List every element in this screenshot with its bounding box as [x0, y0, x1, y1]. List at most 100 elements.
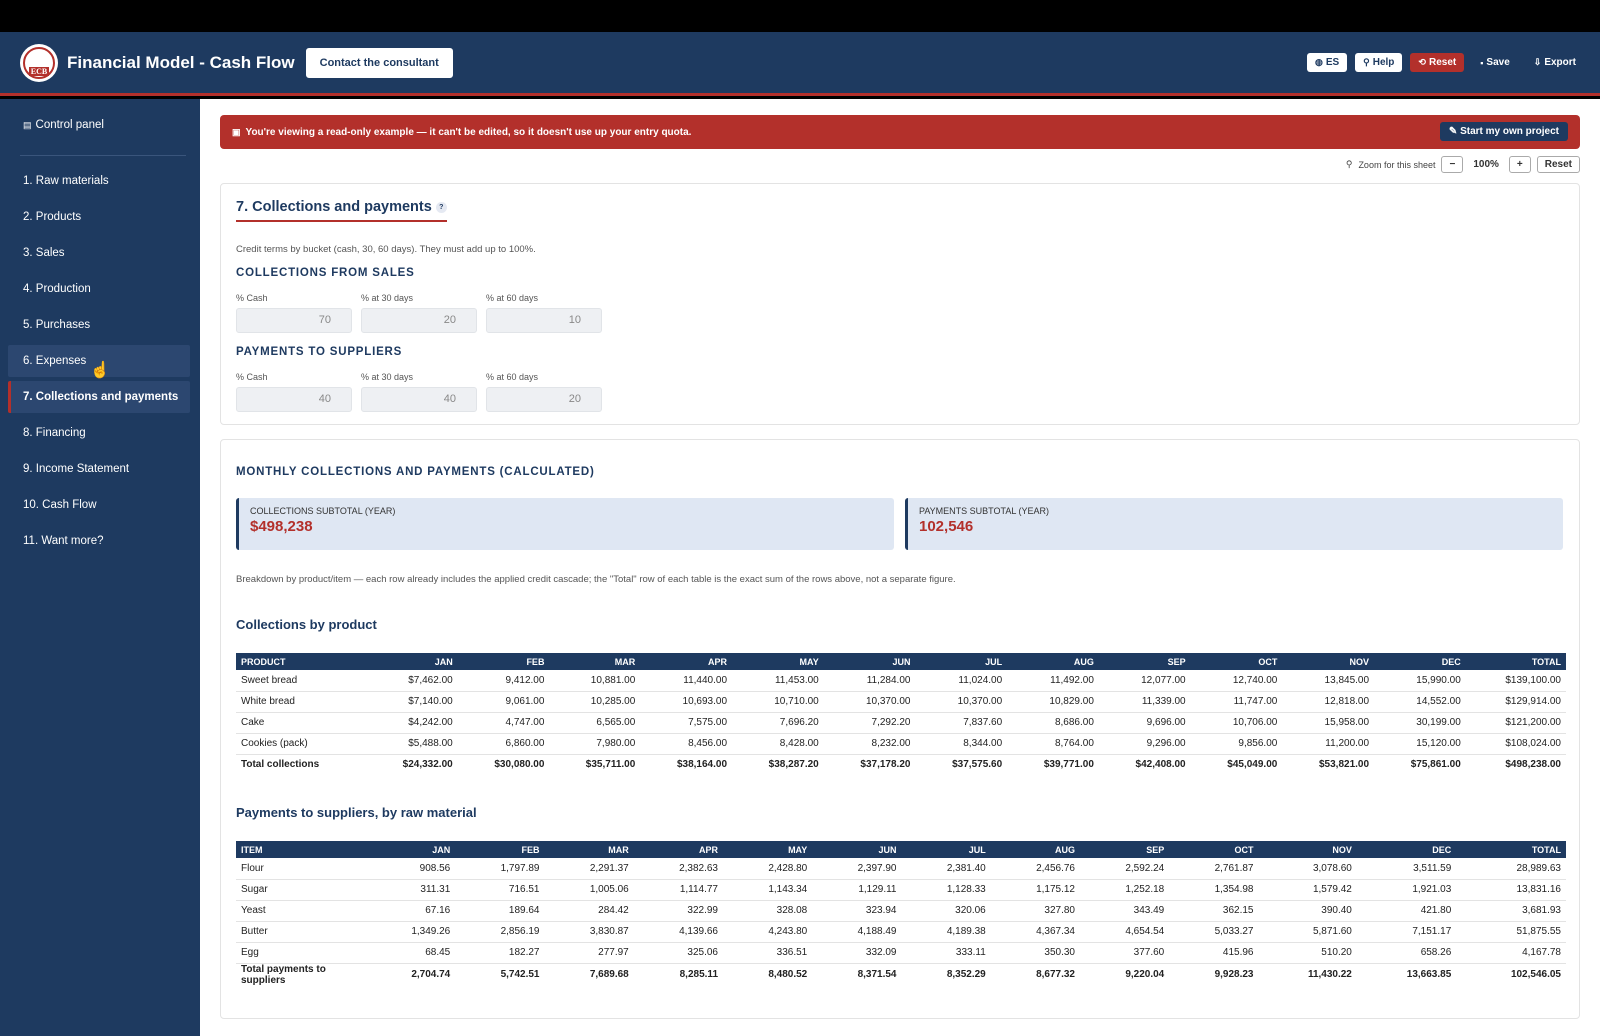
- zoom-reset-button[interactable]: Reset: [1536, 156, 1580, 173]
- table-cell: 10,370.00: [915, 691, 1008, 713]
- table-cell: 5,033.27: [1169, 921, 1259, 943]
- table-cell: 1,921.03: [1356, 879, 1457, 901]
- total-cell: 9,928.23: [1169, 962, 1259, 986]
- total-label: Total payments to suppliers: [236, 962, 366, 986]
- table-cell: 333.11: [901, 942, 991, 964]
- table-cell: 362.15: [1169, 900, 1259, 922]
- column-header: NOV: [1282, 653, 1375, 670]
- table-cell: 1,143.34: [723, 879, 813, 901]
- search-icon: ⚲: [1363, 57, 1370, 67]
- zoom-out-button[interactable]: −: [1441, 156, 1464, 173]
- table-row: White bread $7,140.00 9,061.00 10,285.00 10,…: [236, 691, 1566, 713]
- sidebar-item-cash-flow[interactable]: 10. Cash Flow: [23, 499, 97, 511]
- table-cell: 11,747.00: [1190, 691, 1283, 713]
- payments-30-field[interactable]: 40: [361, 387, 477, 412]
- table-cell: 9,296.00: [1098, 733, 1191, 755]
- table-cell: 189.64: [455, 900, 545, 922]
- help-button[interactable]: ⚲ Help: [1355, 53, 1403, 72]
- row-label: Egg: [236, 942, 366, 964]
- column-header: ITEM: [236, 841, 366, 858]
- table-cell: 2,761.87: [1169, 858, 1259, 880]
- table-cell: 28,989.63: [1456, 858, 1566, 880]
- save-button[interactable]: ▪ Save: [1472, 53, 1518, 72]
- page-title: 7. Collections and payments?: [236, 199, 447, 222]
- total-cell: $38,287.20: [732, 753, 824, 775]
- total-cell: $35,711.00: [549, 753, 641, 775]
- table-cell: 9,412.00: [457, 670, 550, 692]
- column-header: TOTAL: [1456, 841, 1566, 858]
- total-cell: 9,220.04: [1080, 962, 1170, 986]
- reset-button[interactable]: ⟲ Reset: [1410, 53, 1465, 72]
- sidebar-item-purchases[interactable]: 5. Purchases: [23, 319, 91, 331]
- table-cell: 11,339.00: [1098, 691, 1191, 713]
- lock-icon: ▣: [232, 126, 241, 137]
- control-panel-icon: ▤: [23, 119, 32, 130]
- total-cell: 8,285.11: [633, 962, 723, 986]
- sidebar-item-collections-payments[interactable]: 7. Collections and payments: [8, 381, 190, 413]
- table-cell: 1,005.06: [544, 879, 634, 901]
- column-header: MAR: [544, 841, 634, 858]
- page-title-text: 7. Collections and payments: [236, 199, 432, 215]
- table-cell: 277.97: [544, 942, 634, 964]
- table-cell: 415.96: [1169, 942, 1259, 964]
- table-cell: 1,175.12: [990, 879, 1080, 901]
- table-cell: 5,871.60: [1258, 921, 1357, 943]
- sidebar-item-products[interactable]: 2. Products: [23, 211, 82, 223]
- table-cell: 8,428.00: [732, 733, 824, 755]
- total-cell: 8,677.32: [990, 962, 1080, 986]
- table-cell: 311.31: [366, 879, 456, 901]
- total-cell: $37,178.20: [823, 753, 916, 775]
- row-label: Cake: [236, 712, 366, 734]
- table-cell: 421.80: [1356, 900, 1457, 922]
- zoom-in-button[interactable]: +: [1508, 156, 1531, 173]
- sidebar-item-expenses[interactable]: 6. Expenses: [8, 345, 190, 377]
- column-header: JUN: [823, 653, 916, 670]
- column-header: SEP: [1080, 841, 1170, 858]
- column-header: JUL: [901, 841, 991, 858]
- sidebar-item-want-more[interactable]: 11. Want more?: [23, 535, 104, 547]
- export-button[interactable]: ⇩ Export: [1526, 53, 1584, 72]
- payments-cash-field[interactable]: 40: [236, 387, 352, 412]
- collections-table-title: Collections by product: [236, 617, 377, 632]
- table-cell: 11,440.00: [640, 670, 733, 692]
- header-actions: ◍ ES ⚲ Help ⟲ Reset ▪ Save ⇩ Export: [1306, 53, 1584, 72]
- column-header: FEB: [457, 653, 550, 670]
- table-cell: 8,232.00: [823, 733, 916, 755]
- collections-table-header: PRODUCT JAN FEB MAR APR MAY JUN JUL AUG SEP OCT NOV…: [236, 653, 1566, 670]
- start-project-button[interactable]: ✎ Start my own project: [1439, 122, 1568, 141]
- table-cell: 8,344.00: [915, 733, 1008, 755]
- collections-60-field[interactable]: 10: [486, 308, 602, 333]
- sidebar-item-income-statement[interactable]: 9. Income Statement: [23, 463, 130, 475]
- collections-30-field[interactable]: 20: [361, 308, 477, 333]
- total-cell: $498,238.00: [1465, 753, 1566, 775]
- help-icon[interactable]: ?: [435, 201, 447, 213]
- table-cell: 350.30: [990, 942, 1080, 964]
- column-header: DEC: [1356, 841, 1457, 858]
- payments-60-field[interactable]: 20: [486, 387, 602, 412]
- zoom-label: Zoom for this sheet: [1358, 159, 1436, 170]
- collections-30-label: % at 30 days: [361, 293, 414, 303]
- payments-60-label: % at 60 days: [486, 372, 539, 382]
- payments-table-header: ITEM JAN FEB MAR APR MAY JUN JUL AUG SEP OCT NOV DEC…: [236, 841, 1566, 858]
- app-logo[interactable]: ECB: [20, 43, 58, 82]
- table-cell: 10,285.00: [549, 691, 641, 713]
- payments-subtotal-label: PAYMENTS SUBTOTAL (YEAR): [919, 506, 1050, 516]
- sidebar-item-raw-materials[interactable]: 1. Raw materials: [23, 175, 109, 187]
- total-cell: $30,080.00: [457, 753, 550, 775]
- collections-60-label: % at 60 days: [486, 293, 539, 303]
- contact-consultant-button[interactable]: Contact the consultant: [305, 47, 453, 78]
- table-cell: 7,575.00: [640, 712, 733, 734]
- row-label: White bread: [236, 691, 366, 713]
- sidebar-item-financing[interactable]: 8. Financing: [23, 427, 86, 439]
- table-cell: 10,829.00: [1007, 691, 1099, 713]
- row-label: Flour: [236, 858, 366, 880]
- table-cell: 2,456.76: [990, 858, 1080, 880]
- sidebar-item-control-panel[interactable]: ▤ Control panel: [8, 109, 190, 141]
- collections-cash-field[interactable]: 70: [236, 308, 352, 333]
- language-button[interactable]: ◍ ES: [1306, 53, 1348, 72]
- sidebar-item-production[interactable]: 4. Production: [23, 283, 91, 295]
- sidebar-item-sales[interactable]: 3. Sales: [23, 247, 65, 259]
- table-cell: 12,077.00: [1098, 670, 1191, 692]
- table-cell: 15,120.00: [1374, 733, 1466, 755]
- column-header: DEC: [1374, 653, 1466, 670]
